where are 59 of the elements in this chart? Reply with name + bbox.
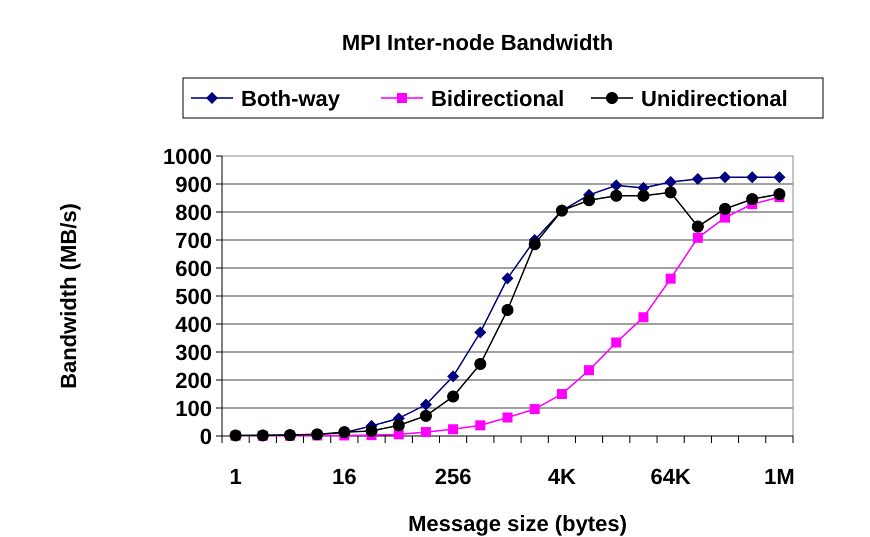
x-tick-label: 256 bbox=[434, 464, 472, 489]
x-tick-label: 4K bbox=[548, 464, 576, 489]
legend-label: Bidirectional bbox=[431, 86, 564, 111]
point bbox=[583, 194, 596, 206]
point bbox=[666, 274, 676, 284]
point bbox=[528, 238, 541, 250]
y-tick-label: 400 bbox=[175, 312, 212, 337]
y-tick-label: 500 bbox=[175, 284, 212, 309]
point bbox=[773, 171, 786, 184]
y-tick-label: 600 bbox=[175, 256, 212, 281]
legend-label: Unidirectional bbox=[641, 86, 788, 111]
point bbox=[447, 390, 460, 403]
point bbox=[638, 312, 648, 322]
point bbox=[773, 188, 786, 200]
y-tick-label: 800 bbox=[175, 200, 212, 225]
point bbox=[475, 420, 486, 430]
point bbox=[392, 419, 405, 432]
point bbox=[556, 389, 567, 399]
point bbox=[664, 176, 677, 188]
point bbox=[746, 193, 758, 206]
point bbox=[719, 202, 732, 215]
point bbox=[530, 404, 540, 414]
point bbox=[502, 412, 512, 423]
y-axis-title: Bandwidth (MB/s) bbox=[56, 203, 81, 389]
point bbox=[610, 190, 622, 202]
x-tick-label: 1 bbox=[229, 464, 242, 489]
y-tick-label: 300 bbox=[175, 340, 212, 365]
y-tick-label: 0 bbox=[200, 424, 212, 449]
point bbox=[637, 190, 650, 202]
y-tick-label: 200 bbox=[175, 368, 212, 393]
point bbox=[420, 410, 432, 422]
y-tick-label: 700 bbox=[175, 228, 212, 253]
point bbox=[692, 232, 703, 243]
x-axis-title: Message size (bytes) bbox=[408, 511, 627, 536]
y-tick-label: 100 bbox=[175, 396, 212, 421]
point bbox=[611, 337, 622, 348]
point bbox=[610, 179, 622, 192]
point bbox=[420, 398, 432, 411]
legend-label: Both-way bbox=[241, 86, 341, 111]
point bbox=[692, 220, 704, 233]
point bbox=[502, 272, 514, 284]
point bbox=[474, 358, 486, 370]
x-tick-label: 1M bbox=[764, 464, 795, 489]
point bbox=[719, 171, 732, 184]
point bbox=[664, 186, 677, 198]
point bbox=[448, 424, 458, 434]
y-tick-label: 1000 bbox=[163, 144, 212, 169]
point bbox=[692, 172, 704, 185]
point bbox=[447, 370, 460, 382]
point bbox=[474, 326, 486, 338]
x-tick-label: 16 bbox=[332, 464, 357, 489]
point bbox=[584, 365, 594, 376]
point bbox=[746, 171, 758, 184]
x-tick-label: 64K bbox=[650, 464, 691, 489]
point bbox=[420, 427, 431, 438]
chart-title: MPI Inter-node Bandwidth bbox=[342, 30, 614, 55]
y-tick-label: 900 bbox=[175, 172, 212, 197]
point bbox=[366, 424, 378, 437]
point bbox=[502, 304, 514, 316]
